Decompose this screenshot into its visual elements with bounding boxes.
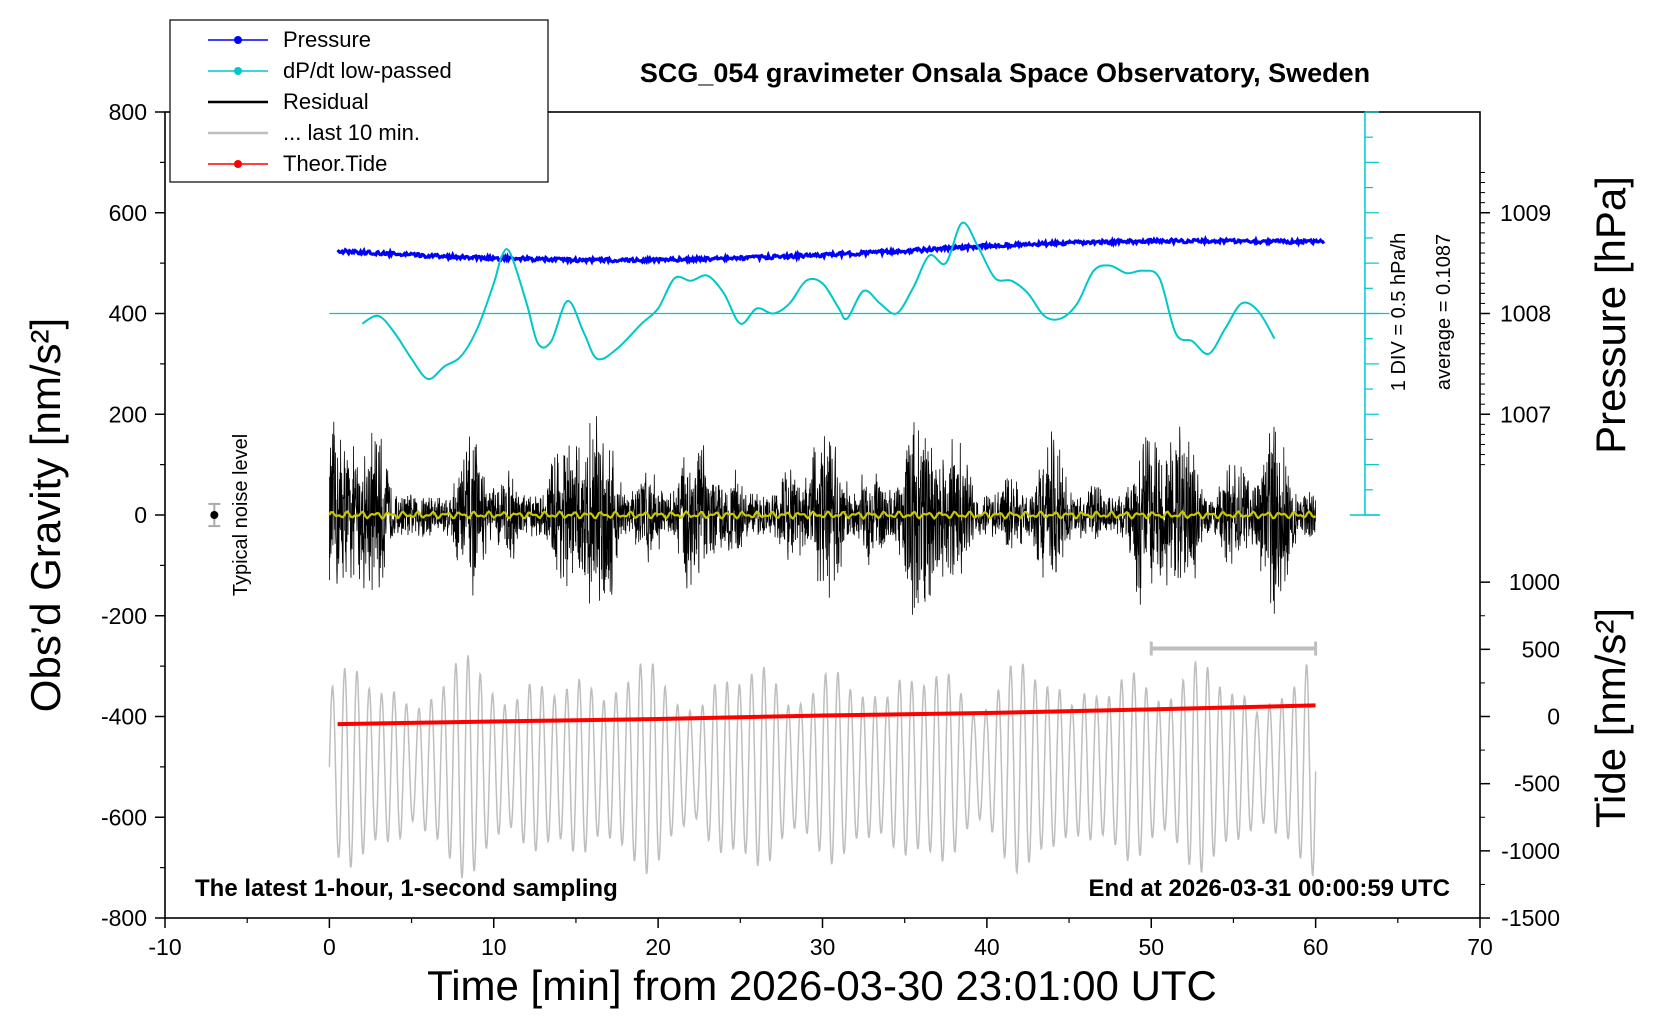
- pressure-tick-label: 1009: [1500, 200, 1551, 226]
- series-pressure: [336, 235, 1326, 266]
- legend-label: ... last 10 min.: [283, 120, 420, 145]
- series-residual: [329, 416, 1316, 615]
- chart-title: SCG_054 gravimeter Onsala Space Observat…: [640, 58, 1370, 88]
- x-tick-label: 0: [323, 934, 336, 960]
- tide-tick-label: -1500: [1501, 905, 1560, 931]
- noise-point: [210, 511, 219, 519]
- annotation-div-scale: 1 DIV = 0.5 hPa/h: [1388, 233, 1410, 391]
- series-theor-tide: [337, 703, 1316, 727]
- x-tick-label: -10: [148, 934, 181, 960]
- series-residual-smoothed: [328, 509, 1317, 521]
- legend-swatch-marker: [234, 160, 242, 168]
- x-tick-label: 60: [1303, 934, 1329, 960]
- legend-label: dP/dt low-passed: [283, 58, 452, 83]
- y-tick-label: -600: [101, 804, 147, 830]
- x-tick-label: 70: [1467, 934, 1493, 960]
- tide-tick-label: 1000: [1509, 569, 1560, 595]
- y-tick-label: -200: [101, 603, 147, 629]
- y-tick-label: 600: [109, 200, 147, 226]
- legend-label: Pressure: [283, 27, 371, 52]
- pressure-tick-label: 1008: [1500, 301, 1551, 327]
- y-axis-label-pressure: Pressure [hPa]: [1587, 176, 1634, 454]
- legend-label: Theor.Tide: [283, 151, 387, 176]
- y-tick-label: -400: [101, 704, 147, 730]
- annotation-average: average = 0.1087: [1433, 234, 1455, 390]
- series-dpdt: [361, 221, 1276, 381]
- axes-layer: -10 0 10 20 30 40 50 60 70 800 600 400 200 0 -200 -400 -…: [101, 99, 1560, 960]
- y-tick-label: 800: [109, 99, 147, 125]
- legend-swatch-marker: [234, 67, 242, 75]
- x-tick-label: 30: [810, 934, 836, 960]
- y-tick-label: 0: [134, 502, 147, 528]
- tide-tick-label: -500: [1514, 771, 1560, 797]
- annotation-end-time: End at 2026-03-31 00:00:59 UTC: [1089, 875, 1451, 902]
- tide-tick-label: 0: [1547, 704, 1560, 730]
- legend: Pressure dP/dt low-passed Residual ... last…: [169, 19, 549, 183]
- x-tick-label: 40: [974, 934, 1000, 960]
- tide-tick-label: -1000: [1501, 838, 1560, 864]
- x-axis-label: Time [min] from 2026-03-30 23:01:00 UTC: [427, 962, 1217, 1009]
- x-tick-label: 50: [1138, 934, 1164, 960]
- y-tick-label: -800: [101, 905, 147, 931]
- pressure-tick-label: 1007: [1500, 401, 1551, 427]
- tide-tick-label: 500: [1522, 636, 1560, 662]
- x-tick-label: 20: [645, 934, 671, 960]
- x-tick-label: 10: [481, 934, 507, 960]
- legend-label: Residual: [283, 89, 369, 114]
- data-layer: [208, 221, 1390, 879]
- y-tick-label: 200: [109, 401, 147, 427]
- legend-swatch-marker: [234, 36, 242, 44]
- y-axis-label-left: Obs’d Gravity [nm/s²]: [22, 318, 69, 712]
- y-tick-label: 400: [109, 301, 147, 327]
- series-last-10-min: [328, 655, 1317, 879]
- y-axis-label-tide: Tide [nm/s²]: [1587, 608, 1634, 828]
- annotation-sampling: The latest 1-hour, 1-second sampling: [195, 875, 618, 902]
- annotation-noise-level: Typical noise level: [230, 434, 252, 596]
- legend-entries: Pressure dP/dt low-passed Residual ... last…: [208, 27, 452, 176]
